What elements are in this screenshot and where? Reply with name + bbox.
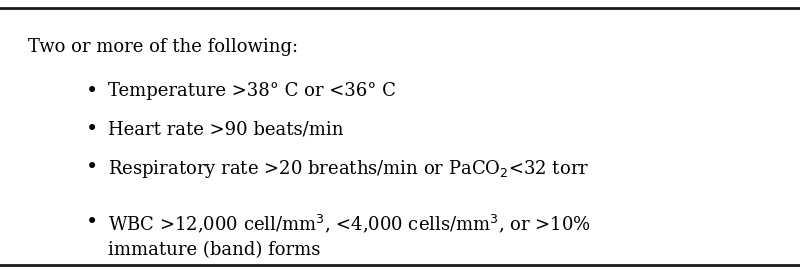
Text: Heart rate >90 beats/min: Heart rate >90 beats/min	[108, 120, 343, 138]
Text: •: •	[86, 158, 98, 177]
Text: Respiratory rate >20 breaths/min or PaCO$_2$<32 torr: Respiratory rate >20 breaths/min or PaCO…	[108, 158, 590, 180]
Text: WBC >12,000 cell/mm$^3$, <4,000 cells/mm$^3$, or >10%
immature (band) forms: WBC >12,000 cell/mm$^3$, <4,000 cells/mm…	[108, 213, 591, 259]
Text: Two or more of the following:: Two or more of the following:	[28, 38, 298, 56]
Text: •: •	[86, 213, 98, 232]
Text: •: •	[86, 120, 98, 139]
Text: •: •	[86, 82, 98, 101]
Text: Temperature >38° C or <36° C: Temperature >38° C or <36° C	[108, 82, 396, 100]
